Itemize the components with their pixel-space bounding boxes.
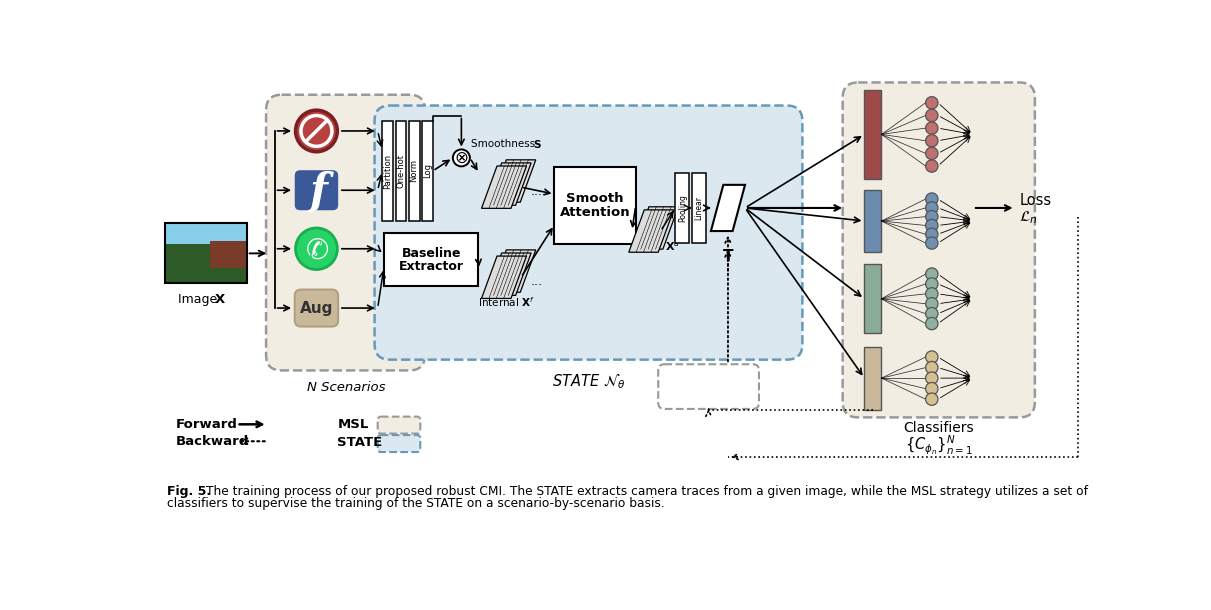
Bar: [396, 121, 407, 221]
Text: Log: Log: [423, 163, 432, 179]
Circle shape: [925, 393, 939, 405]
Text: ✆: ✆: [305, 236, 329, 264]
Text: Smoothness: Smoothness: [471, 139, 539, 149]
Circle shape: [925, 351, 939, 363]
Bar: [865, 90, 882, 179]
Text: Forward: Forward: [176, 418, 239, 431]
Text: Internal $\mathbf{X}^f$: Internal $\mathbf{X}^f$: [478, 295, 535, 309]
Text: STATE $\mathcal{N}_\theta$: STATE $\mathcal{N}_\theta$: [552, 372, 625, 390]
Bar: [166, 223, 247, 284]
Text: f: f: [310, 171, 328, 213]
Text: Linear: Linear: [694, 196, 704, 220]
Text: Attention: Attention: [559, 206, 631, 219]
Text: $\mathbf{S}$: $\mathbf{S}$: [533, 138, 541, 150]
Bar: [210, 242, 247, 268]
FancyBboxPatch shape: [294, 290, 338, 326]
Circle shape: [925, 288, 939, 300]
Polygon shape: [482, 166, 527, 209]
Text: MSL: MSL: [338, 418, 369, 431]
Text: Smooth: Smooth: [567, 192, 624, 205]
Text: Momentum: Momentum: [673, 373, 744, 386]
Polygon shape: [490, 250, 535, 292]
Text: Aug: Aug: [300, 301, 333, 315]
Circle shape: [925, 219, 939, 232]
Text: Baseline: Baseline: [401, 247, 461, 260]
Bar: [166, 223, 247, 253]
Text: Partition: Partition: [383, 154, 392, 188]
Bar: [555, 167, 636, 244]
Circle shape: [925, 372, 939, 384]
Text: $\mathbf{T}$: $\mathbf{T}$: [722, 248, 734, 264]
Text: Norm: Norm: [409, 159, 419, 182]
Circle shape: [925, 109, 939, 121]
Bar: [408, 121, 419, 221]
Circle shape: [453, 149, 470, 167]
Polygon shape: [633, 207, 678, 249]
Circle shape: [925, 193, 939, 205]
Circle shape: [925, 278, 939, 290]
FancyBboxPatch shape: [378, 435, 420, 452]
Text: Pooling: Pooling: [678, 194, 687, 222]
Text: The training process of our proposed robust CMI. The STATE extracts camera trace: The training process of our proposed rob…: [206, 485, 1087, 498]
Circle shape: [925, 147, 939, 160]
Circle shape: [925, 122, 939, 134]
Text: ...: ...: [532, 184, 543, 198]
Text: $\mathbf{X}$: $\mathbf{X}$: [214, 293, 226, 306]
Bar: [865, 346, 882, 410]
Circle shape: [925, 298, 939, 310]
Text: classifiers to supervise the training of the STATE on a scenario-by-scenario bas: classifiers to supervise the training of…: [167, 498, 665, 511]
Bar: [865, 190, 882, 252]
FancyBboxPatch shape: [659, 364, 759, 409]
Text: $\{C_{\phi_n}\}_{n=1}^N$: $\{C_{\phi_n}\}_{n=1}^N$: [905, 434, 972, 457]
Text: $\mathcal{L}_n$: $\mathcal{L}_n$: [1020, 209, 1038, 226]
Circle shape: [925, 210, 939, 223]
Text: One-hot: One-hot: [396, 154, 406, 188]
FancyBboxPatch shape: [294, 170, 338, 210]
FancyBboxPatch shape: [266, 95, 425, 370]
Circle shape: [925, 382, 939, 395]
Polygon shape: [486, 253, 532, 295]
Bar: [421, 121, 432, 221]
Text: ...: ...: [532, 274, 543, 287]
Text: ⊗: ⊗: [454, 149, 469, 167]
Text: Loss: Loss: [1020, 193, 1051, 208]
Circle shape: [925, 317, 939, 330]
Circle shape: [295, 110, 338, 152]
Text: Classifiers: Classifiers: [903, 422, 974, 436]
Polygon shape: [629, 210, 673, 252]
Text: Fig. 5.: Fig. 5.: [167, 485, 211, 498]
Text: N Scenarios: N Scenarios: [306, 381, 385, 394]
Circle shape: [925, 96, 939, 109]
Bar: [676, 173, 689, 243]
Circle shape: [925, 228, 939, 240]
Polygon shape: [482, 256, 527, 298]
Circle shape: [925, 362, 939, 374]
FancyBboxPatch shape: [374, 106, 803, 360]
Polygon shape: [490, 160, 535, 202]
Bar: [691, 173, 706, 243]
Circle shape: [925, 307, 939, 320]
Circle shape: [925, 268, 939, 280]
Text: $\mathbf{X}^a$: $\mathbf{X}^a$: [665, 240, 681, 253]
Polygon shape: [486, 163, 532, 205]
Circle shape: [925, 135, 939, 147]
Text: Image: Image: [178, 293, 222, 306]
Bar: [383, 121, 394, 221]
FancyBboxPatch shape: [843, 82, 1035, 417]
Circle shape: [925, 237, 939, 249]
Text: Masking: Masking: [683, 387, 734, 400]
Text: Backward: Backward: [176, 435, 249, 448]
Circle shape: [925, 202, 939, 214]
Text: ...: ...: [678, 221, 690, 234]
Circle shape: [295, 228, 338, 270]
Bar: [384, 234, 478, 285]
Polygon shape: [711, 185, 745, 231]
Text: Extractor: Extractor: [398, 260, 464, 273]
Bar: [166, 245, 247, 284]
Circle shape: [925, 160, 939, 172]
Text: STATE: STATE: [338, 436, 383, 450]
Bar: [865, 264, 882, 334]
FancyBboxPatch shape: [378, 417, 420, 434]
